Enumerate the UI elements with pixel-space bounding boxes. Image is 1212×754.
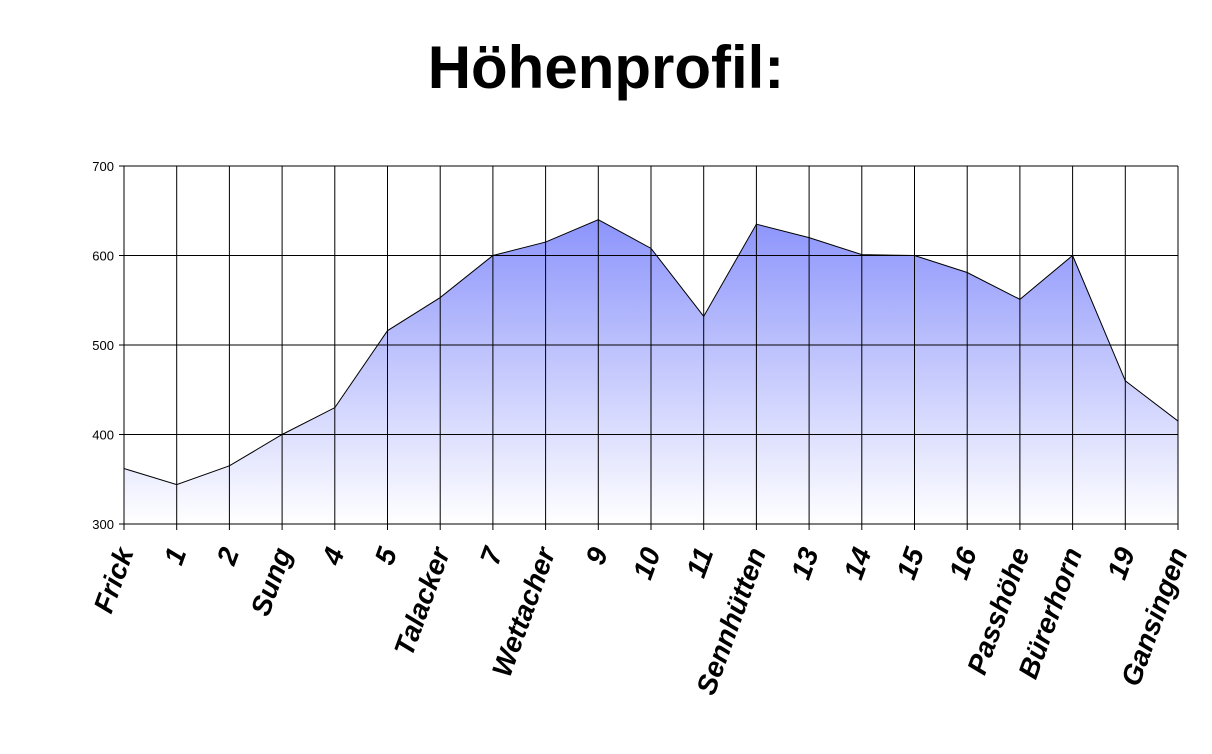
x-tick-label: 13 [785, 543, 825, 583]
x-tick-label: 10 [627, 543, 667, 583]
x-tick-label: Frick [88, 542, 141, 617]
x-tick-label: 5 [369, 543, 404, 569]
x-tick-label: 4 [316, 543, 351, 570]
y-tick-label: 700 [92, 159, 114, 174]
y-tick-label: 400 [92, 428, 114, 443]
axis-layer [119, 165, 1179, 530]
grid-layer [123, 165, 1179, 525]
x-tick-label: 19 [1101, 543, 1141, 583]
x-tick-label: Sung [245, 543, 298, 619]
y-tick-label: 600 [92, 249, 114, 264]
x-tick-label: 1 [158, 543, 192, 568]
y-tick-label: 300 [92, 517, 114, 532]
y-tick-label: 500 [92, 338, 114, 353]
x-tick-label: 9 [579, 543, 614, 569]
x-tick-label: 16 [943, 543, 983, 583]
x-tick-label: 15 [890, 543, 930, 583]
x-tick-label: 11 [680, 543, 719, 581]
x-tick-label: 7 [474, 542, 509, 569]
x-tick-label: 14 [838, 543, 878, 583]
x-tick-label: 2 [210, 543, 245, 570]
chart-title: Höhenprofil: [427, 34, 785, 101]
